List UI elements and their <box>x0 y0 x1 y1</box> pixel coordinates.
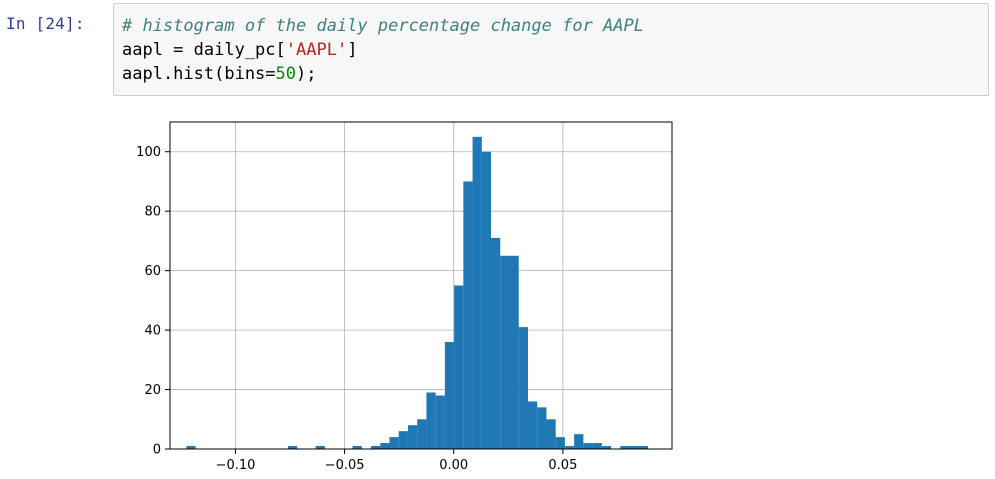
histogram-bar <box>620 446 630 449</box>
histogram-bar <box>407 425 418 449</box>
histogram-bar <box>472 136 482 449</box>
histogram-bar <box>352 446 362 449</box>
histogram-bar <box>500 255 510 449</box>
cell-prompt: In [24]: <box>6 14 85 33</box>
histogram-bar <box>518 327 528 449</box>
histogram-bar <box>601 446 612 449</box>
histogram-bar <box>546 419 556 449</box>
x-tick-label: 0.00 <box>439 458 468 473</box>
histogram-output: −0.10 −0.05 0.00 0.05 0 20 40 60 80 100 <box>100 110 690 479</box>
x-tick-label: 0.05 <box>548 458 577 473</box>
code-line-2: aapl = daily_pc['AAPL'] <box>122 38 988 62</box>
code-line-3: aapl.hist(bins=50); <box>122 62 988 86</box>
histogram-bar <box>574 434 584 449</box>
histogram-bar <box>481 151 492 449</box>
histogram-bar <box>509 255 519 449</box>
code-comment: # histogram of the daily percentage chan… <box>122 16 644 36</box>
x-tick-label: −0.05 <box>325 458 365 473</box>
y-tick-label: 0 <box>153 443 161 458</box>
y-tick-label: 40 <box>144 324 161 339</box>
histogram-chart: −0.10 −0.05 0.00 0.05 0 20 40 60 80 100 <box>136 121 673 473</box>
histogram-bar <box>564 446 575 449</box>
histogram-bar <box>389 437 399 449</box>
code-text: ] <box>347 40 358 60</box>
histogram-bar <box>417 419 427 449</box>
histogram-bar <box>527 401 538 449</box>
code-string: 'AAPL' <box>285 40 348 60</box>
plot-frame <box>169 121 673 450</box>
y-tick-label: 100 <box>136 145 161 160</box>
histogram-bar <box>537 407 547 449</box>
histogram-bar <box>592 443 602 449</box>
histogram-bar <box>454 285 464 449</box>
histogram-bar <box>629 446 639 449</box>
histogram-bar <box>186 446 196 449</box>
code-text: aapl.hist(bins= <box>122 64 276 84</box>
histogram-bar <box>380 443 390 449</box>
code-cell-input[interactable]: # histogram of the daily percentage chan… <box>113 3 989 96</box>
histogram-bar <box>398 431 408 449</box>
x-tick-label: −0.10 <box>216 458 256 473</box>
code-number: 50 <box>275 64 297 84</box>
y-tick-label: 60 <box>144 264 161 279</box>
histogram-bar <box>435 395 445 449</box>
code-line-1: # histogram of the daily percentage chan… <box>122 14 988 38</box>
histogram-bar <box>315 446 325 449</box>
histogram-bar <box>287 446 298 449</box>
histogram-bar <box>583 443 593 449</box>
histogram-bar <box>371 446 381 449</box>
y-tick-label: 20 <box>144 383 161 398</box>
y-tick-label: 80 <box>144 205 161 220</box>
histogram-bar <box>426 392 436 449</box>
code-text: ); <box>296 64 317 84</box>
histogram-bar <box>463 181 473 450</box>
code-text: aapl = daily_pc[ <box>122 40 286 60</box>
histogram-bar <box>491 237 501 449</box>
histogram-bar <box>555 437 565 449</box>
histogram-bar <box>638 446 648 449</box>
histogram-bar <box>444 341 455 449</box>
